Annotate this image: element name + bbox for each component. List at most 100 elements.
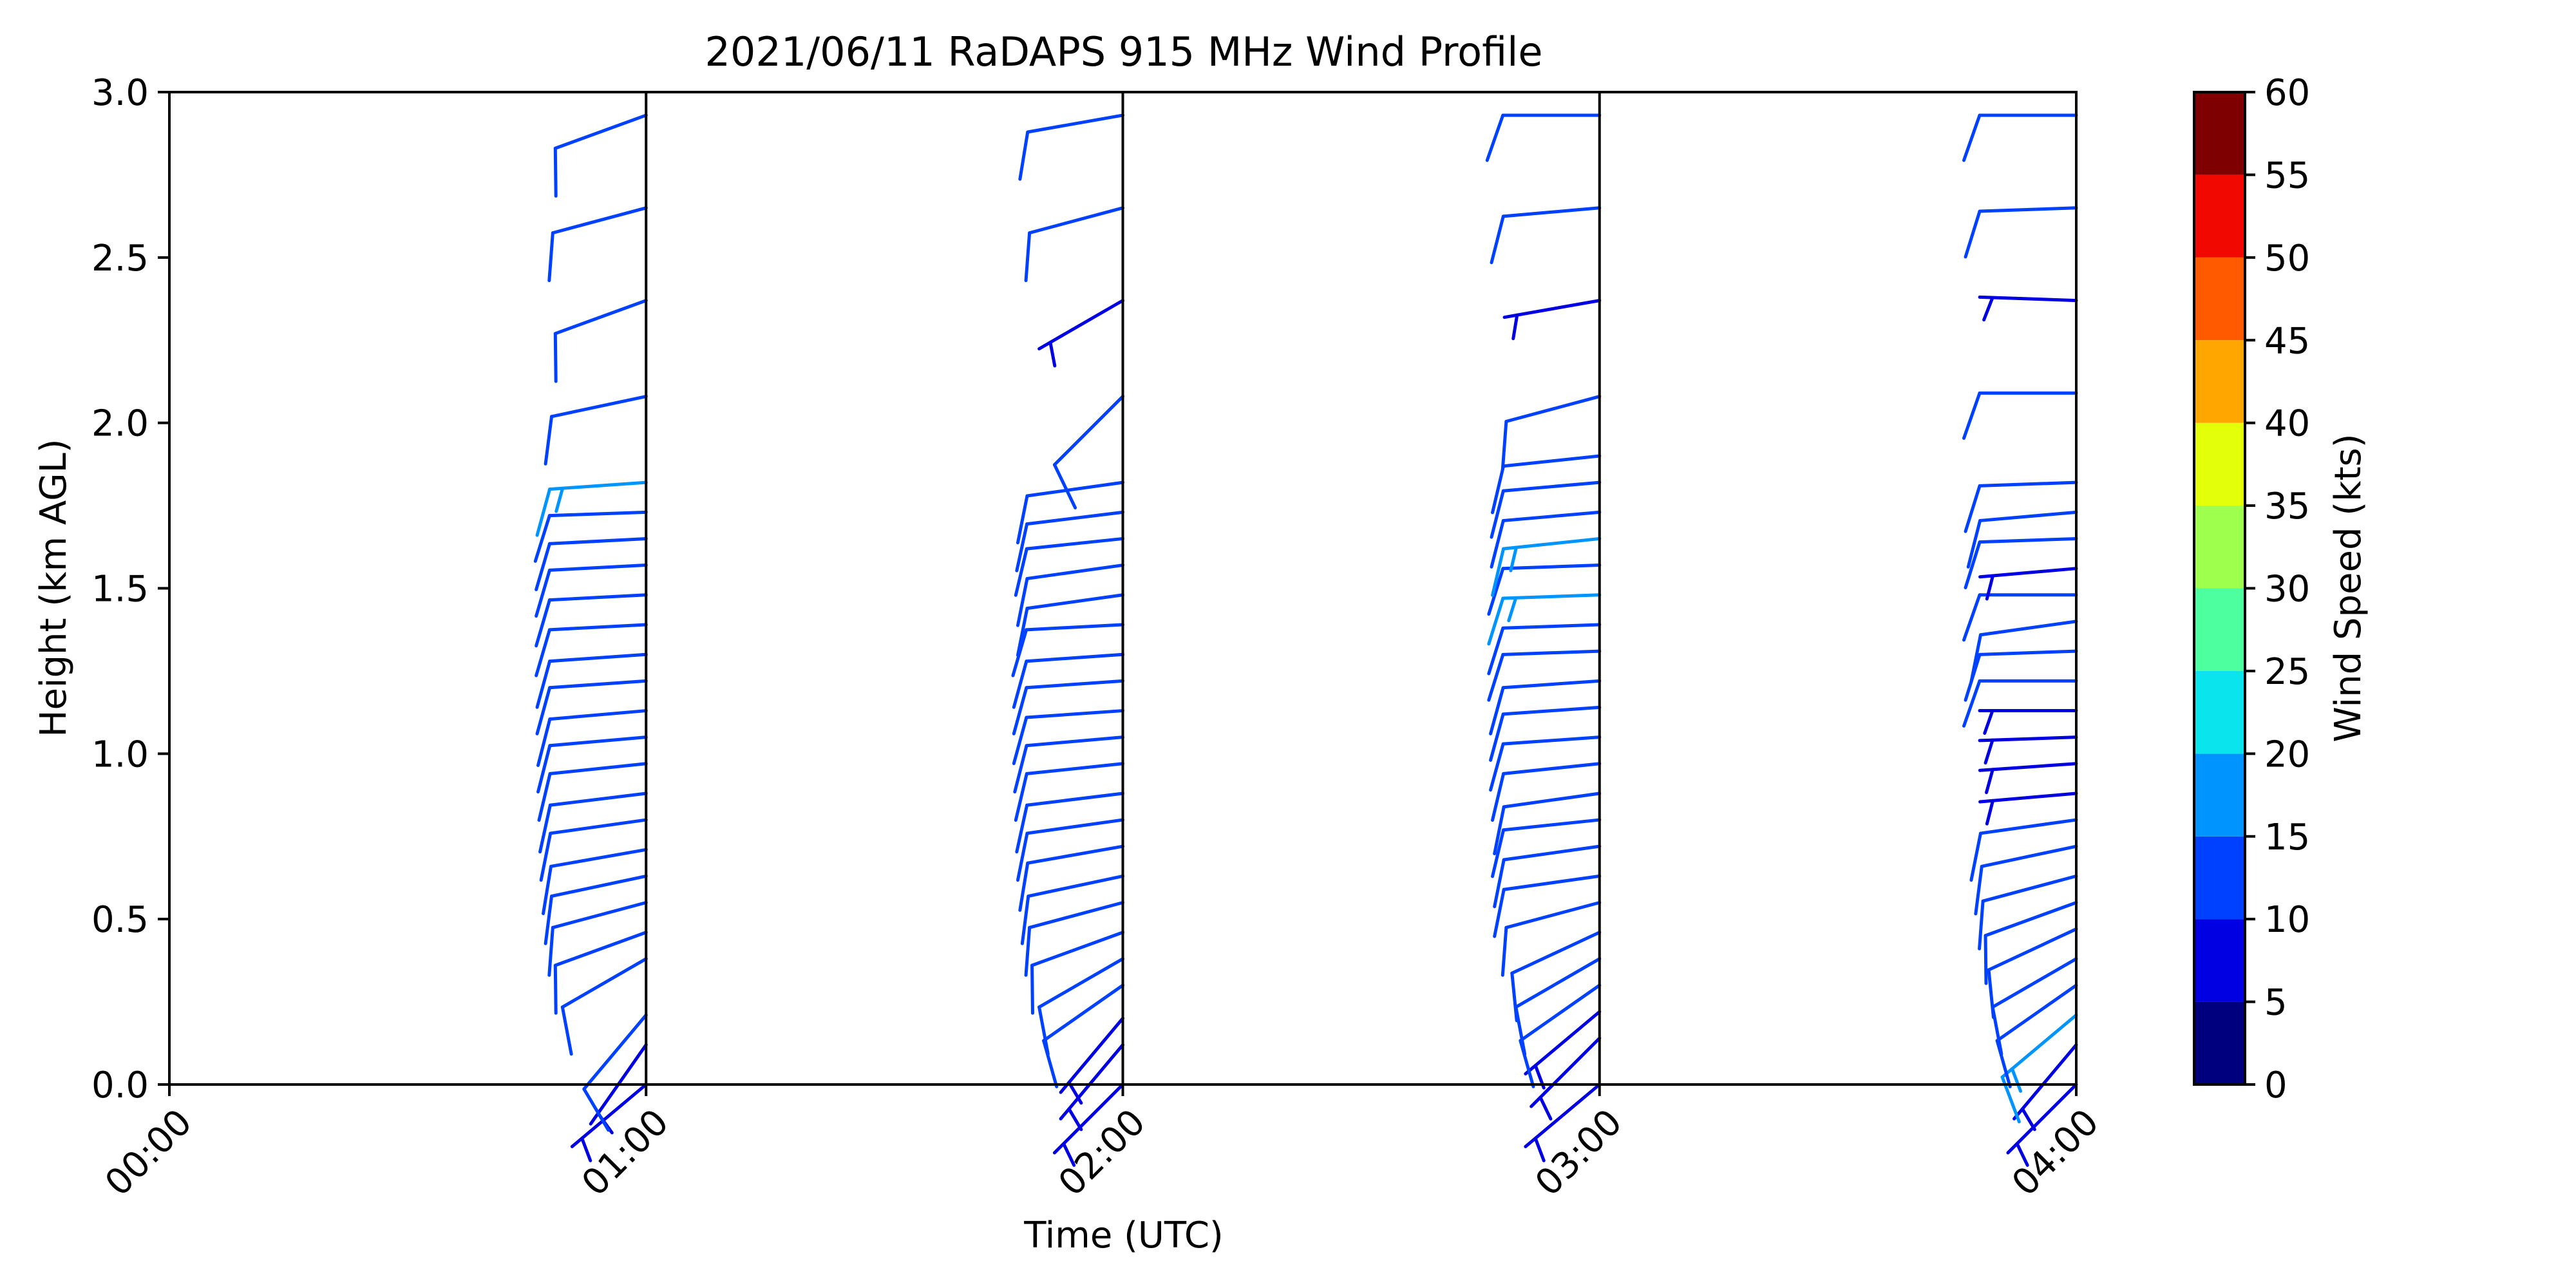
wind-barb	[536, 709, 648, 767]
barb-shaft	[1501, 564, 1602, 571]
barb-shaft	[1025, 510, 1124, 526]
wind-barb	[536, 735, 648, 794]
wind-barb	[1012, 679, 1124, 735]
barb-shaft	[1502, 874, 1602, 891]
barb-shaft	[1501, 593, 1602, 600]
barb-flag	[582, 1087, 611, 1132]
barb-shaft	[1501, 705, 1602, 716]
barb-shaft	[1502, 299, 1602, 319]
barb-half-flag	[1067, 1081, 1083, 1105]
barb-shaft	[1501, 623, 1602, 630]
barb-flag	[1966, 518, 1982, 569]
wind-barb	[1016, 818, 1124, 882]
barb-flag	[1962, 679, 1982, 728]
barb-shaft	[2006, 1083, 2078, 1155]
colorbar-segment	[2194, 753, 2245, 837]
barb-shaft	[1978, 735, 2078, 743]
y-tick-label: 1.0	[91, 734, 149, 775]
y-tick-label: 2.0	[91, 403, 149, 445]
colorbar-tick-label: 40	[2264, 403, 2310, 445]
barb-shaft	[570, 1083, 648, 1148]
colorbar-tick-label: 50	[2264, 238, 2310, 279]
colorbar-tick-label: 25	[2264, 651, 2310, 693]
barb-flag	[1014, 772, 1028, 822]
barb-flag	[1510, 971, 1519, 1023]
barb-flag	[1485, 113, 1505, 162]
wind-barb	[1037, 299, 1124, 368]
wind-barb	[1487, 593, 1602, 646]
wind-barb	[1978, 735, 2078, 765]
barb-shaft	[1501, 735, 1602, 746]
barb-shaft	[547, 536, 648, 545]
barb-shaft	[1978, 620, 2078, 637]
wind-barb	[1501, 395, 1602, 471]
wind-barb	[1530, 1036, 1602, 1121]
wind-barb	[1984, 900, 2078, 985]
barb-shaft	[1530, 1036, 1602, 1108]
wind-barb	[1491, 818, 1602, 878]
barb-shaft	[551, 206, 648, 235]
colorbar-segment	[2194, 340, 2245, 423]
wind-barb	[1969, 818, 2078, 882]
colorbar-tick-label: 0	[2264, 1065, 2287, 1106]
barb-flag	[535, 568, 551, 618]
wind-barb	[1059, 1043, 1124, 1132]
barb-flag	[1962, 391, 1982, 440]
y-axis-label: Height (km AGL)	[33, 439, 75, 737]
wind-barb	[1491, 762, 1602, 822]
wind-barb	[535, 593, 648, 648]
wind-barb	[547, 900, 648, 977]
barb-shaft	[1026, 113, 1124, 134]
wind-barb	[1964, 206, 2078, 259]
wind-barb	[2006, 1083, 2078, 1167]
wind-barb	[1487, 564, 1602, 616]
y-axis: 0.0 0.5 1.0 1.5 2.0 2.5 3.0	[91, 72, 169, 1106]
wind-barb	[544, 395, 648, 466]
barb-flag	[1013, 744, 1028, 794]
barb-flag	[539, 831, 553, 882]
barb-shaft	[553, 931, 648, 967]
colorbar-tick-label: 30	[2264, 569, 2310, 611]
colorbar-tick-label: 35	[2264, 486, 2310, 527]
wind-barb	[1491, 454, 1602, 515]
barb-flag	[1052, 463, 1077, 509]
colorbar-tick-label: 20	[2264, 734, 2310, 775]
wind-barb	[544, 874, 648, 945]
wind-barb	[570, 1083, 648, 1162]
barb-shaft	[1524, 1010, 1602, 1075]
barb-flag	[1016, 607, 1029, 657]
colorbar-segment	[2194, 1001, 2245, 1084]
barb-flag	[1037, 1005, 1050, 1056]
wind-barb	[1962, 391, 2078, 440]
wind-barb	[1018, 844, 1124, 912]
barb-shaft	[1025, 735, 1124, 748]
barb-shaft	[548, 762, 648, 775]
barb-flag	[553, 332, 558, 383]
barb-shaft	[1978, 649, 2078, 656]
wind-barb	[1016, 564, 1124, 627]
barb-shaft	[548, 791, 648, 807]
barb-shaft	[1502, 844, 1602, 862]
wind-barb	[1487, 649, 1602, 702]
barb-flag	[1016, 494, 1029, 545]
wind-barb	[1490, 510, 1602, 569]
barb-flag	[536, 744, 552, 794]
barb-shaft	[1501, 649, 1602, 656]
wind-barb	[1987, 927, 2078, 1019]
barb-shaft	[1025, 652, 1124, 663]
wind-barb	[1489, 705, 1602, 762]
wind-barb	[582, 1013, 648, 1132]
barb-shaft	[549, 848, 648, 868]
wind-barb	[2012, 1043, 2078, 1132]
barb-shaft	[1025, 791, 1124, 807]
wind-barb	[1962, 593, 2078, 642]
colorbar-segment	[2194, 670, 2245, 754]
barb-shaft	[1510, 931, 1602, 975]
barb-flag	[544, 895, 554, 945]
barb-half-flag	[1067, 1107, 1083, 1132]
wind-barb	[553, 113, 648, 198]
barb-flag	[542, 864, 553, 916]
wind-barb	[1978, 762, 2078, 795]
barb-shaft	[1978, 818, 2078, 835]
